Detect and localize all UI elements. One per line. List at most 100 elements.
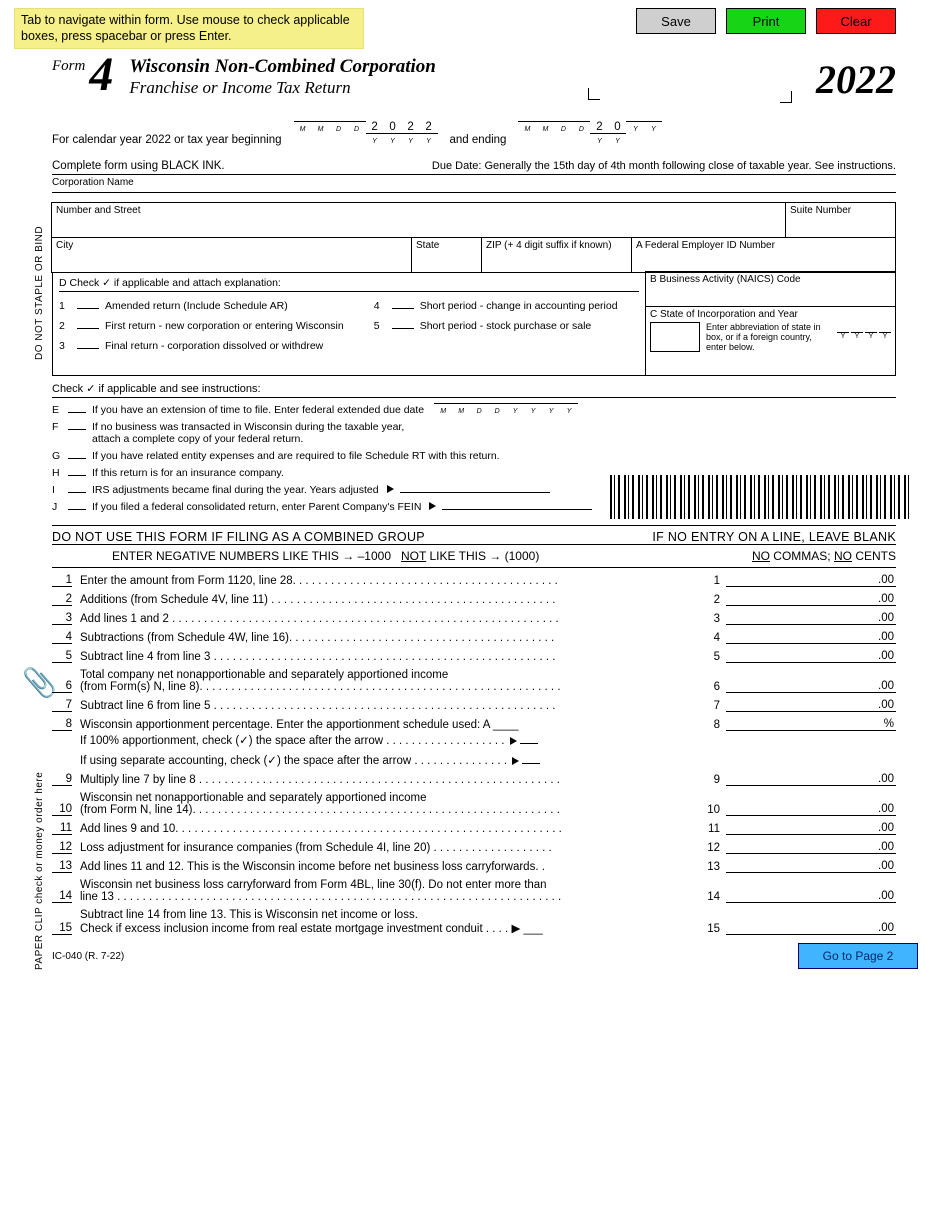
checkbox-final-return[interactable]: [77, 348, 99, 349]
line-number: 10: [52, 803, 72, 816]
line-text: Wisconsin apportionment percentage. Ente…: [80, 719, 692, 731]
line-amount-input[interactable]: [726, 680, 896, 693]
line-right-number: 8: [698, 719, 720, 731]
warning-combined: DO NOT USE THIS FORM IF FILING AS A COMB…: [52, 530, 652, 544]
line-right-number: 3: [698, 613, 720, 625]
years-adjusted-input[interactable]: [400, 492, 550, 493]
line-number: 14: [52, 890, 72, 903]
line-text: Wisconsin net business loss carryforward…: [80, 879, 547, 891]
fein-field[interactable]: A Federal Employer ID Number: [631, 237, 896, 273]
d-label: D: [477, 408, 482, 415]
neg-ex1: –1000: [358, 549, 391, 563]
line-amount-input[interactable]: [726, 718, 896, 731]
m-label: M: [440, 408, 446, 415]
line-amount-input[interactable]: [726, 574, 896, 587]
line-amount-input[interactable]: [726, 699, 896, 712]
save-button[interactable]: Save: [636, 8, 716, 34]
checkbox-sep-acct[interactable]: [522, 763, 540, 764]
arrow-icon: [387, 485, 394, 493]
line-number: 12: [52, 841, 72, 854]
parent-fein-input[interactable]: [442, 509, 592, 510]
state-field[interactable]: State: [411, 237, 482, 273]
section-d-title: D Check ✓ if applicable and attach expla…: [59, 277, 639, 292]
checkbox-100pct[interactable]: [520, 743, 538, 744]
d-label: D: [336, 126, 341, 133]
inc-y2: Y: [851, 332, 863, 340]
line-number: 9: [52, 773, 72, 786]
tab-instruction-note: Tab to navigate within form. Use mouse t…: [14, 8, 364, 49]
print-button[interactable]: Print: [726, 8, 806, 34]
line-text: Enter the amount from Form 1120, line 28…: [80, 575, 692, 587]
d-item-2: First return - new corporation or enteri…: [105, 320, 344, 332]
city-field[interactable]: City: [51, 237, 412, 273]
arrow-icon: [510, 737, 517, 745]
y-label: Y: [651, 126, 656, 133]
line-right-number: 1: [698, 575, 720, 587]
line-sub-b: If using separate accounting, check (✓) …: [80, 753, 896, 767]
line-right-number: 5: [698, 651, 720, 663]
goto-page2-button[interactable]: Go to Page 2: [798, 943, 918, 969]
clear-button[interactable]: Clear: [816, 8, 896, 34]
line-number: 11: [52, 822, 72, 835]
line-number: 5: [52, 650, 72, 663]
checkbox-amended[interactable]: [77, 308, 99, 309]
checkbox-h[interactable]: [68, 475, 86, 476]
y-label: Y: [633, 126, 638, 133]
line-number: 2: [52, 593, 72, 606]
state-inc-label: C State of Incorporation and Year: [650, 309, 891, 320]
begin-y3: 2: [402, 121, 420, 134]
checkbox-j[interactable]: [68, 509, 86, 510]
line-amount-input[interactable]: [726, 922, 896, 935]
state-inc-sub: Enter abbreviation of state in box, or i…: [706, 322, 831, 352]
line-amount-input[interactable]: [726, 631, 896, 644]
line-amount-input[interactable]: [726, 650, 896, 663]
line-text: Total company net nonapportionable and s…: [80, 669, 448, 681]
y-label: Y: [597, 138, 602, 145]
line-text: Add lines 1 and 2 . . . . . . . . . . . …: [80, 613, 692, 625]
calendar-year-text: For calendar year 2022 or tax year begin…: [52, 134, 282, 146]
naics-field[interactable]: B Business Activity (NAICS) Code: [645, 271, 896, 307]
checkbox-short-period-stock[interactable]: [392, 328, 414, 329]
checkbox-e[interactable]: [68, 412, 86, 413]
line-text: Additions (from Schedule 4V, line 11) . …: [80, 594, 692, 606]
inc-y1: Y: [837, 332, 849, 340]
line-right-number: 13: [698, 861, 720, 873]
line-amount-input[interactable]: [726, 612, 896, 625]
line-amount-input[interactable]: [726, 803, 896, 816]
address-field[interactable]: Number and Street: [51, 202, 786, 238]
d-label: D: [354, 126, 359, 133]
bracket-right: [780, 91, 792, 103]
checkbox-i[interactable]: [68, 492, 86, 493]
line-text: Wisconsin net nonapportionable and separ…: [80, 792, 427, 804]
d-label: D: [561, 126, 566, 133]
checkbox-g[interactable]: [68, 458, 86, 459]
state-abbrev-box[interactable]: [650, 322, 700, 352]
corp-name-label: Corporation Name: [52, 175, 896, 193]
neg-instruction-1: ENTER NEGATIVE NUMBERS LIKE THIS: [112, 549, 339, 563]
efj-e: If you have an extension of time to file…: [92, 404, 424, 416]
line-amount-input[interactable]: [726, 593, 896, 606]
m-label: M: [458, 408, 464, 415]
line-amount-input[interactable]: [726, 890, 896, 903]
line-number: 3: [52, 612, 72, 625]
black-ink-instruction: Complete form using BLACK INK.: [52, 160, 225, 172]
line-sub-a: If 100% apportionment, check (✓) the spa…: [80, 733, 896, 747]
end-y2: 0: [608, 121, 626, 134]
suite-field[interactable]: Suite Number: [785, 202, 896, 238]
line-amount-input[interactable]: [726, 841, 896, 854]
line-right-number: 4: [698, 632, 720, 644]
d-item-4: Short period - change in accounting peri…: [420, 300, 618, 312]
line-amount-input[interactable]: [726, 773, 896, 786]
checkbox-first-return[interactable]: [77, 328, 99, 329]
line-text: Add lines 9 and 10. . . . . . . . . . . …: [80, 823, 692, 835]
arrow-icon: [512, 757, 519, 765]
zip-field[interactable]: ZIP (+ 4 digit suffix if known): [481, 237, 632, 273]
line-right-number: 9: [698, 774, 720, 786]
y-label: Y: [549, 408, 554, 415]
checkbox-f[interactable]: [68, 429, 86, 430]
checkbox-short-period-acct[interactable]: [392, 308, 414, 309]
line-amount-input[interactable]: [726, 822, 896, 835]
d-label: D: [495, 408, 500, 415]
and-ending: and ending: [450, 134, 507, 146]
line-amount-input[interactable]: [726, 860, 896, 873]
